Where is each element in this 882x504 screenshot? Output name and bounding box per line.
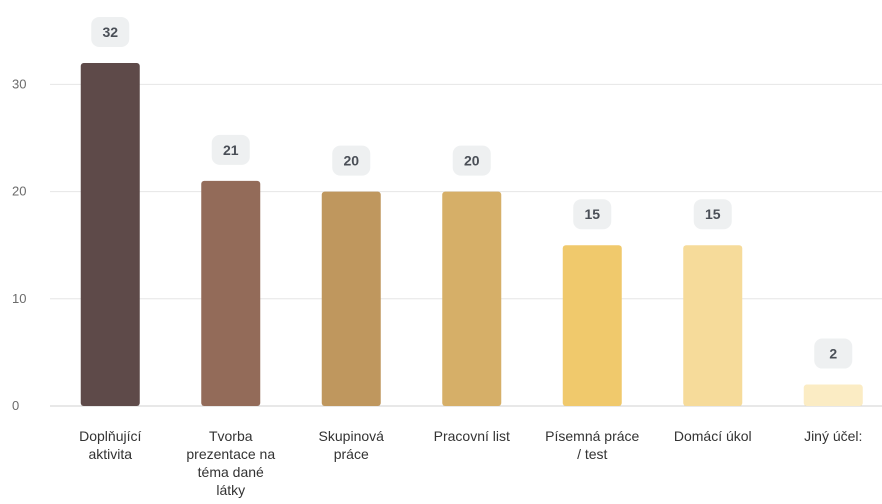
bars — [80, 62, 863, 407]
category-label-line: Tvorba — [209, 428, 253, 444]
category-label: Písemná práce / test — [545, 428, 639, 462]
category-label: Jiný účel: — [804, 428, 862, 444]
data-label: 32 — [91, 16, 130, 47]
data-label-background — [211, 134, 250, 165]
x-axis-categories: Doplňující aktivita Tvorba prezentace na tém… — [79, 428, 862, 498]
data-label-value: 15 — [584, 206, 600, 222]
data-label: 21 — [211, 134, 250, 165]
category-label-line: Jiný účel: — [804, 428, 862, 444]
data-label: 15 — [693, 199, 732, 230]
data-label-background — [814, 338, 853, 369]
bar-3 — [321, 191, 381, 406]
category-label-line: práce — [334, 446, 369, 462]
data-label-value: 21 — [223, 142, 239, 158]
data-label-background — [91, 16, 130, 47]
data-label-background — [573, 199, 612, 230]
category-label-line: téma dané — [198, 464, 264, 480]
bar-5 — [562, 245, 622, 406]
category-label: Skupinová práce — [319, 428, 385, 462]
data-labels: 32 21 20 20 15 15 2 — [91, 16, 853, 369]
data-label: 2 — [814, 338, 853, 369]
category-label-line: aktivita — [88, 446, 132, 462]
data-label-background — [693, 199, 732, 230]
y-tick-label: 10 — [12, 291, 26, 306]
category-label-line: látky — [216, 482, 245, 498]
y-tick-label: 30 — [12, 76, 26, 91]
data-label-value: 32 — [102, 24, 118, 40]
data-label-value: 15 — [705, 206, 721, 222]
bar-2 — [201, 180, 261, 406]
y-axis-ticks: 0 10 20 30 — [12, 76, 26, 413]
category-label-line: Domácí úkol — [674, 428, 752, 444]
bar-1 — [80, 62, 140, 407]
data-label-background — [452, 145, 491, 176]
bar-7 — [803, 384, 863, 406]
category-label-line: Skupinová — [319, 428, 385, 444]
category-label-line: / test — [577, 446, 607, 462]
bar-4 — [442, 191, 502, 406]
data-label-value: 20 — [464, 153, 480, 169]
data-label-value: 20 — [343, 153, 359, 169]
y-tick-label: 20 — [12, 184, 26, 199]
data-label-background — [332, 145, 371, 176]
y-tick-label: 0 — [12, 398, 19, 413]
data-label-value: 2 — [829, 346, 837, 362]
category-label: Domácí úkol — [674, 428, 752, 444]
data-label: 20 — [332, 145, 371, 176]
bar-6 — [683, 245, 743, 406]
category-label: Pracovní list — [434, 428, 510, 444]
data-label: 20 — [452, 145, 491, 176]
category-label-line: Doplňující — [79, 428, 141, 444]
category-label-line: Pracovní list — [434, 428, 510, 444]
data-label: 15 — [573, 199, 612, 230]
category-label-line: Písemná práce — [545, 428, 639, 444]
category-label-line: prezentace na — [186, 446, 275, 462]
category-label: Tvorba prezentace na téma dané látky — [186, 428, 275, 498]
category-label: Doplňující aktivita — [79, 428, 141, 462]
